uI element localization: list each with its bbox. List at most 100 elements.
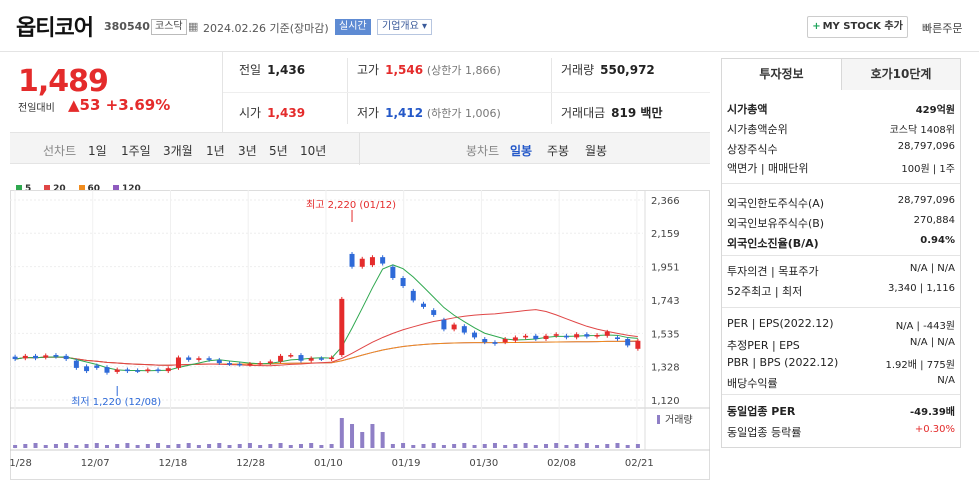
info-key: 동일업종 PER: [727, 405, 796, 418]
volume-bar: [564, 445, 569, 448]
y-tick-label: 2,159: [651, 229, 680, 240]
volume-bar: [237, 444, 242, 448]
volume-bar: [278, 443, 283, 448]
candle-body: [227, 363, 233, 365]
volume-label: 거래량: [665, 414, 693, 426]
prev-close: 전일 1,436: [239, 61, 305, 78]
tab-10y[interactable]: 10년: [300, 144, 327, 158]
chart-frame: [10, 190, 710, 480]
y-tick-label: 1,328: [651, 363, 680, 374]
high-value: 1,546: [385, 63, 424, 77]
volume-bar: [615, 443, 620, 448]
volume-bar: [104, 445, 109, 448]
company-info-dropdown[interactable]: 기업개요 ▾: [377, 19, 433, 35]
x-tick-label: 01/19: [392, 458, 421, 469]
volume-bar: [258, 445, 263, 448]
add-mystock-label: MY STOCK 추가: [822, 21, 903, 32]
info-row: 상장주식수 28,797,096: [727, 141, 955, 160]
tab-3m[interactable]: 3개월: [163, 144, 193, 158]
candle-body: [359, 258, 365, 267]
add-mystock-button[interactable]: + MY STOCK 추가: [807, 16, 908, 38]
candlestick-chart[interactable]: 2,366 2,159 1,951 1,743 1,535 1,328 1,120 11/28…: [10, 190, 710, 480]
info-row: PER | EPS(2022.12) N/A | -443원: [727, 317, 955, 336]
candle-body: [196, 358, 202, 360]
candle-body: [410, 290, 416, 301]
divider: [722, 183, 960, 184]
candle-body: [369, 257, 375, 266]
info-key: 투자의견 | 목표주가: [727, 265, 819, 278]
realtime-button[interactable]: 실시간: [335, 19, 371, 35]
candle-body: [165, 368, 171, 372]
legend-ma60: 60: [78, 184, 100, 194]
candle-body: [329, 357, 335, 360]
tab-3y[interactable]: 3년: [238, 144, 257, 158]
ma60-line: [15, 340, 638, 366]
amount-value: 819 백만: [611, 106, 663, 120]
candle-body: [492, 342, 498, 344]
volume-bar: [13, 445, 18, 448]
candle-body: [574, 334, 580, 338]
candle-body: [84, 366, 90, 372]
candle-body: [298, 355, 304, 361]
quote-date: 2024.02.26 기준(장마감): [203, 22, 329, 35]
candle-body: [288, 355, 294, 357]
volume-bar: [390, 444, 395, 448]
candle-body: [216, 359, 222, 364]
tab-order-book[interactable]: 호가10단계: [841, 59, 960, 90]
candle-body: [155, 369, 161, 372]
volume-bar: [492, 443, 497, 448]
tab-investment-info[interactable]: 투자정보: [722, 59, 841, 90]
candle-body: [247, 363, 253, 366]
candle-body: [400, 278, 406, 287]
divider: [359, 133, 360, 165]
tab-1d[interactable]: 1일: [88, 144, 107, 158]
ma120-line: [15, 340, 638, 366]
market-badge: 코스닥: [151, 19, 187, 35]
legend-ma120: 120: [112, 184, 141, 194]
candle-body: [135, 370, 141, 372]
tab-5y[interactable]: 5년: [269, 144, 288, 158]
upper-limit: (상한가 1,866): [426, 64, 501, 77]
x-tick-label: 01/30: [469, 458, 498, 469]
info-key: 외국인보유주식수(B): [727, 217, 825, 230]
company-info-label: 기업개요: [382, 21, 419, 32]
legend-swatch: [112, 185, 119, 191]
y-tick-label: 1,535: [651, 329, 680, 340]
candle-body: [553, 334, 559, 336]
tab-1y[interactable]: 1년: [206, 144, 225, 158]
tab-daily[interactable]: 일봉: [510, 144, 533, 158]
volume-bar: [196, 445, 201, 448]
price-change: ▲53 +3.69%: [68, 96, 170, 114]
volume-bar: [350, 424, 355, 448]
volume-bar: [533, 445, 538, 448]
info-key: PER | EPS(2022.12): [727, 317, 834, 330]
candle-body: [390, 266, 396, 279]
quick-order-link[interactable]: 빠른주문: [922, 22, 963, 35]
volume-bar: [513, 444, 518, 448]
prev-close-value: 1,436: [267, 63, 306, 77]
candle-body: [441, 319, 447, 330]
prev-close-label: 전일: [239, 63, 262, 77]
open-price: 시가 1,439: [239, 104, 305, 121]
candle-body: [278, 355, 284, 362]
candle-body: [339, 298, 345, 356]
info-value: 429억원: [915, 105, 955, 116]
volume-bar: [319, 445, 324, 448]
candle-body: [349, 253, 355, 267]
info-value: 1.92배 | 775원: [885, 360, 955, 371]
tab-weekly[interactable]: 주봉: [547, 144, 570, 158]
info-key: 시가총액순위: [727, 123, 788, 136]
info-key: 동일업종 등락률: [727, 426, 802, 439]
candle-body: [63, 355, 69, 360]
tab-monthly[interactable]: 월봉: [585, 144, 608, 158]
candle-body: [502, 339, 508, 343]
info-key: 외국인한도주식수(A): [727, 197, 825, 210]
volume-bar: [482, 444, 487, 448]
volume-bar: [33, 443, 38, 448]
low-annotation: 최저 1,220 (12/08): [71, 396, 161, 408]
info-value: -49.39배: [910, 407, 955, 418]
tab-1w[interactable]: 1주일: [121, 144, 151, 158]
candle-body: [206, 358, 212, 360]
stock-header: 옵티코어 380540 코스닥 ▦ 2024.02.26 기준(장마감) 실시간…: [0, 0, 979, 52]
volume-bar: [360, 432, 365, 448]
